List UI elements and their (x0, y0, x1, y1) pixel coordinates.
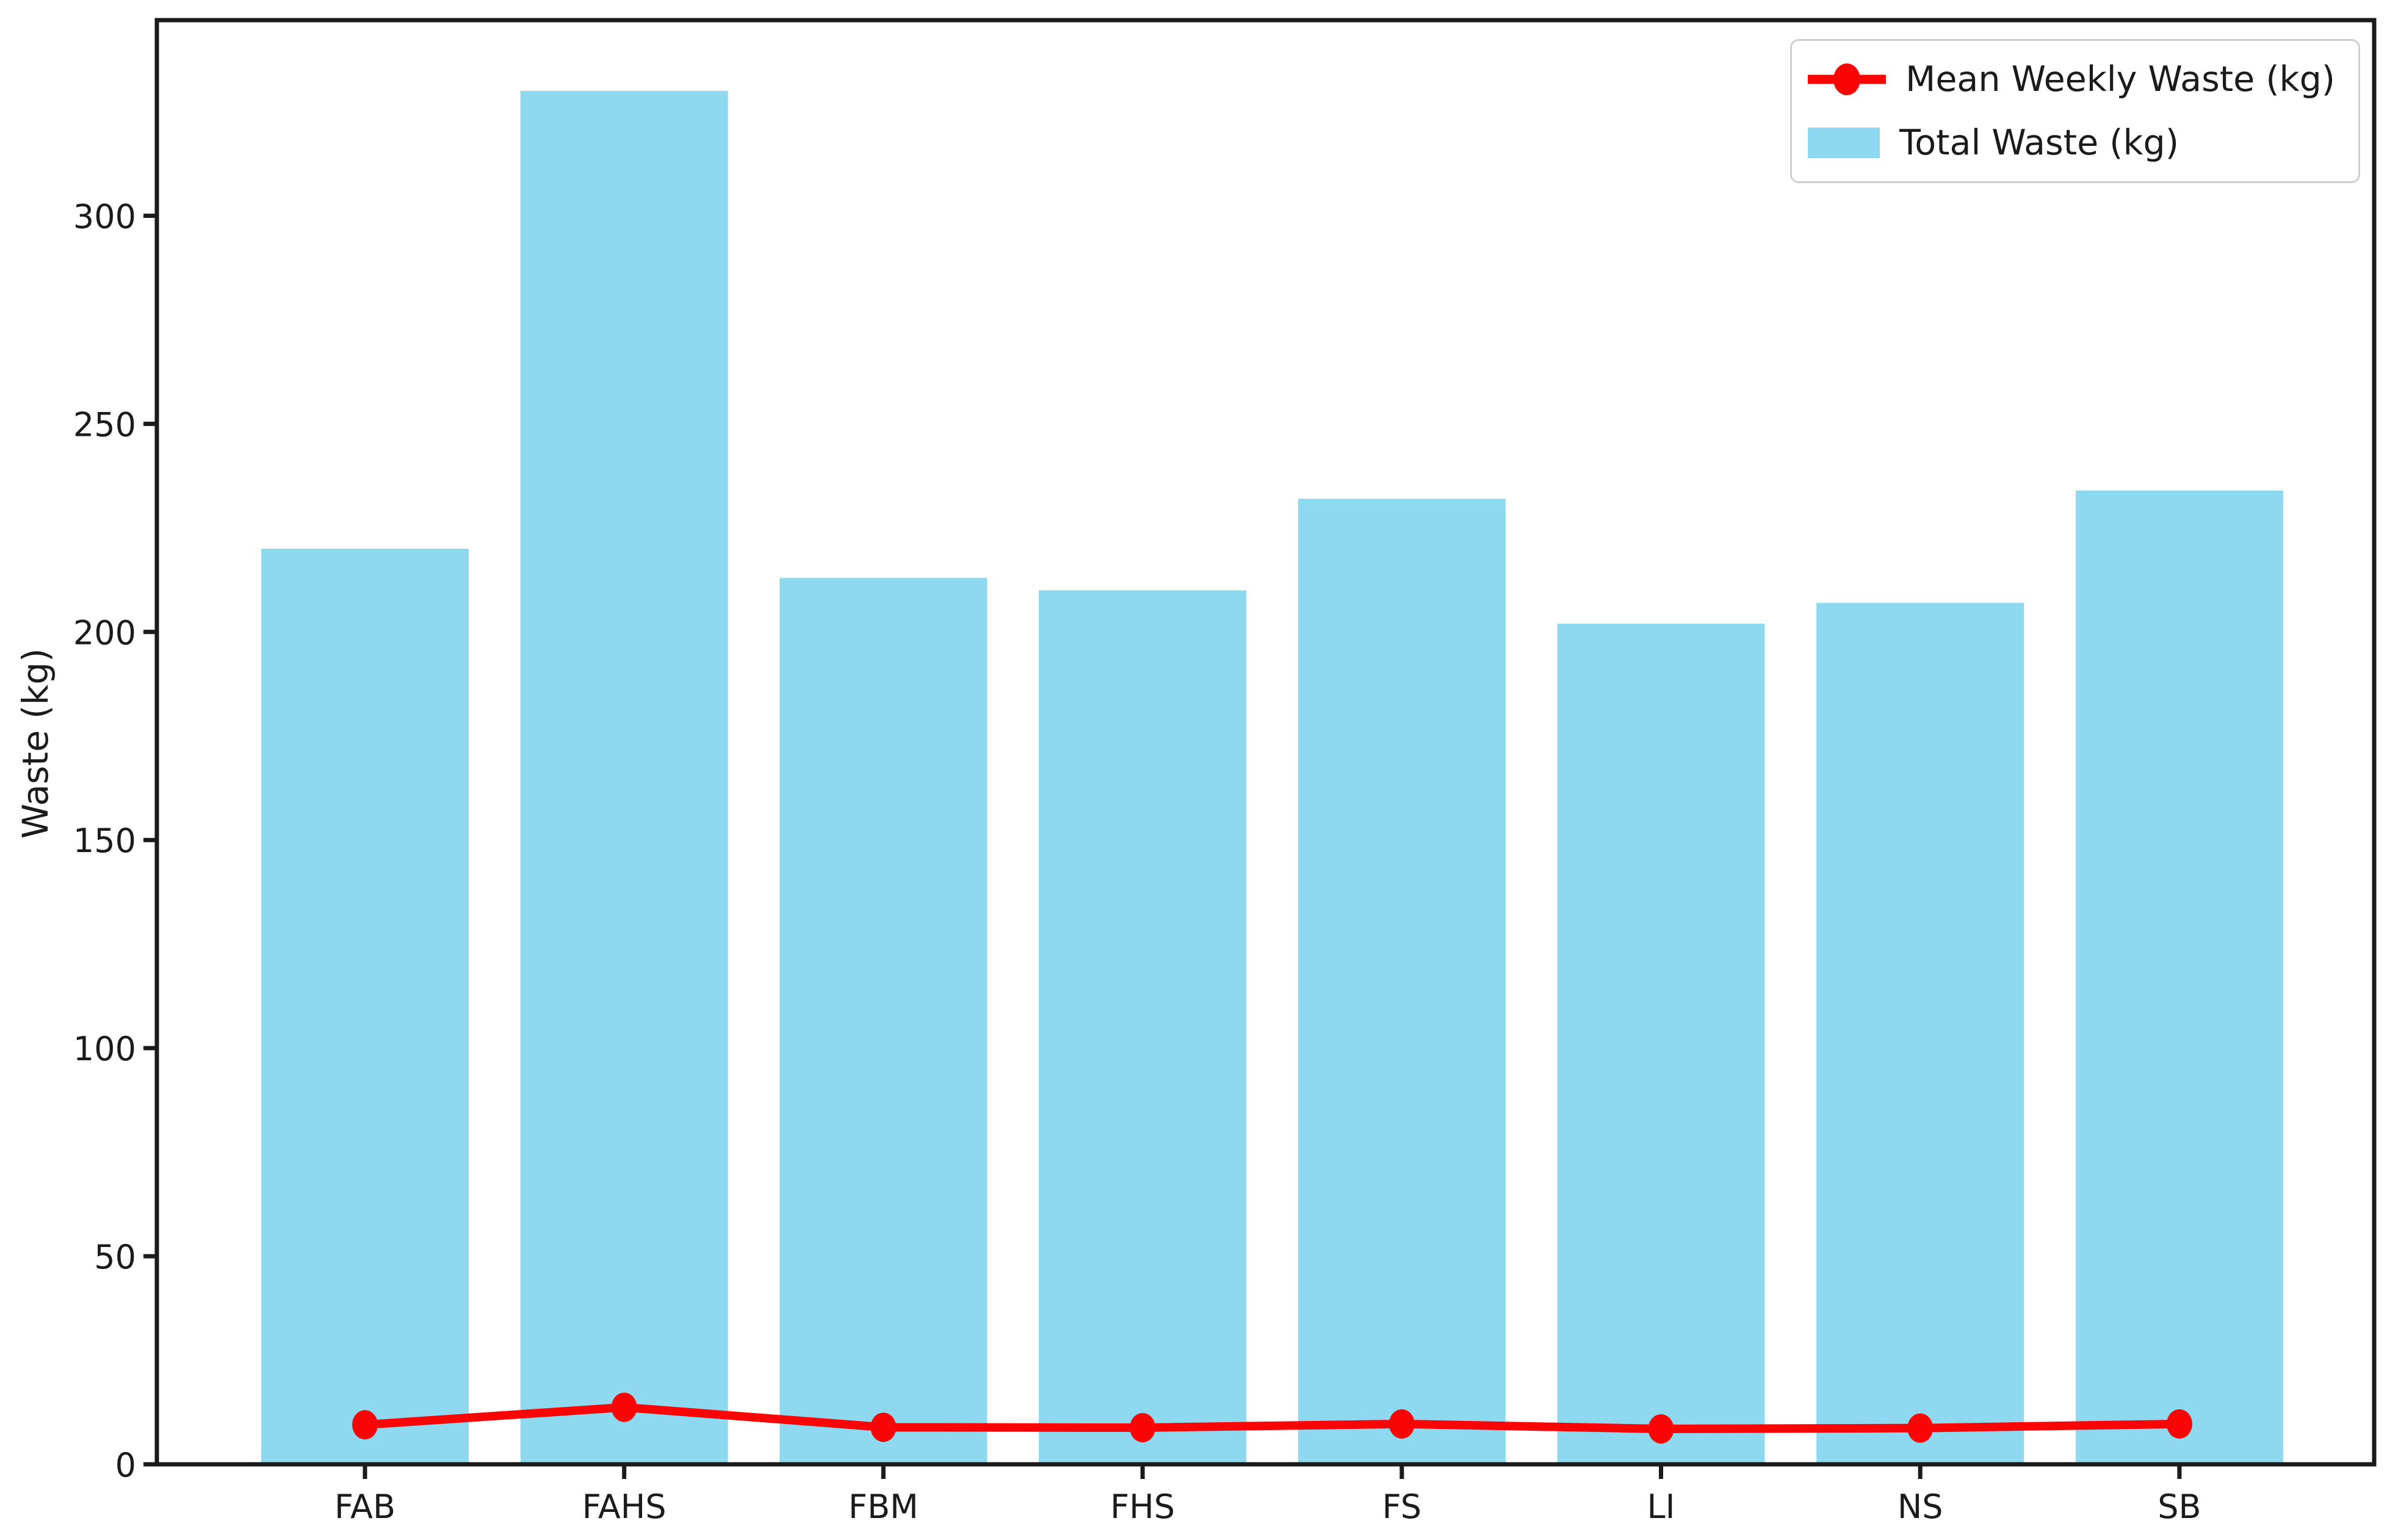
mean-marker-sb (2166, 1409, 2192, 1439)
y-tick-label: 50 (94, 1238, 136, 1276)
legend-dot-icon (1833, 63, 1861, 95)
y-tick-label: 0 (115, 1446, 136, 1484)
legend-label-mean-weekly-waste: Mean Weekly Waste (kg) (1905, 59, 2335, 99)
y-tick-label: 150 (73, 822, 136, 860)
y-tick-label: 200 (73, 613, 136, 652)
bar-fs (1298, 499, 1506, 1464)
axes-frame (154, 18, 2377, 1467)
y-tick-label: 300 (73, 197, 136, 236)
legend-line-marker-icon (1808, 63, 1887, 95)
x-tick-label-li: LI (1647, 1488, 1675, 1526)
x-tick-label-fhs: FHS (1110, 1488, 1175, 1526)
mean-marker-fhs (1130, 1412, 1156, 1442)
legend-item-mean-weekly-waste: Mean Weekly Waste (kg) (1808, 59, 2335, 99)
legend-label-total-waste: Total Waste (kg) (1899, 123, 2179, 163)
bar-fahs (520, 90, 728, 1464)
bar-fhs (1039, 590, 1247, 1464)
mean-marker-ns (1907, 1413, 1934, 1443)
mean-marker-fahs (611, 1392, 637, 1422)
x-tick-label-fab: FAB (334, 1488, 395, 1526)
x-tick-label-ns: NS (1898, 1488, 1943, 1526)
bar-fab (261, 548, 469, 1464)
mean-weekly-waste-line (361, 1403, 2184, 1434)
bar-ns (1816, 602, 2024, 1464)
legend: Mean Weekly Waste (kg) Total Waste (kg) (1790, 39, 2360, 183)
legend-item-total-waste: Total Waste (kg) (1808, 123, 2335, 163)
y-tick-label: 100 (73, 1030, 136, 1068)
mean-marker-li (1648, 1414, 1674, 1444)
legend-patch-icon (1808, 128, 1880, 158)
y-tick-label: 250 (73, 405, 136, 444)
mean-marker-fbm (870, 1412, 897, 1442)
x-tick-label-fahs: FAHS (582, 1488, 666, 1526)
mean-marker-fs (1389, 1409, 1415, 1439)
bar-li (1557, 623, 1765, 1465)
x-tick-label-fs: FS (1382, 1488, 1421, 1526)
y-axis-title: Waste (kg) (15, 648, 56, 839)
x-tick-label-fbm: FBM (848, 1488, 919, 1526)
bar-fbm (779, 577, 988, 1465)
mean-marker-fab (352, 1410, 378, 1440)
bar-sb (2075, 490, 2283, 1464)
x-tick-label-sb: SB (2158, 1488, 2201, 1526)
